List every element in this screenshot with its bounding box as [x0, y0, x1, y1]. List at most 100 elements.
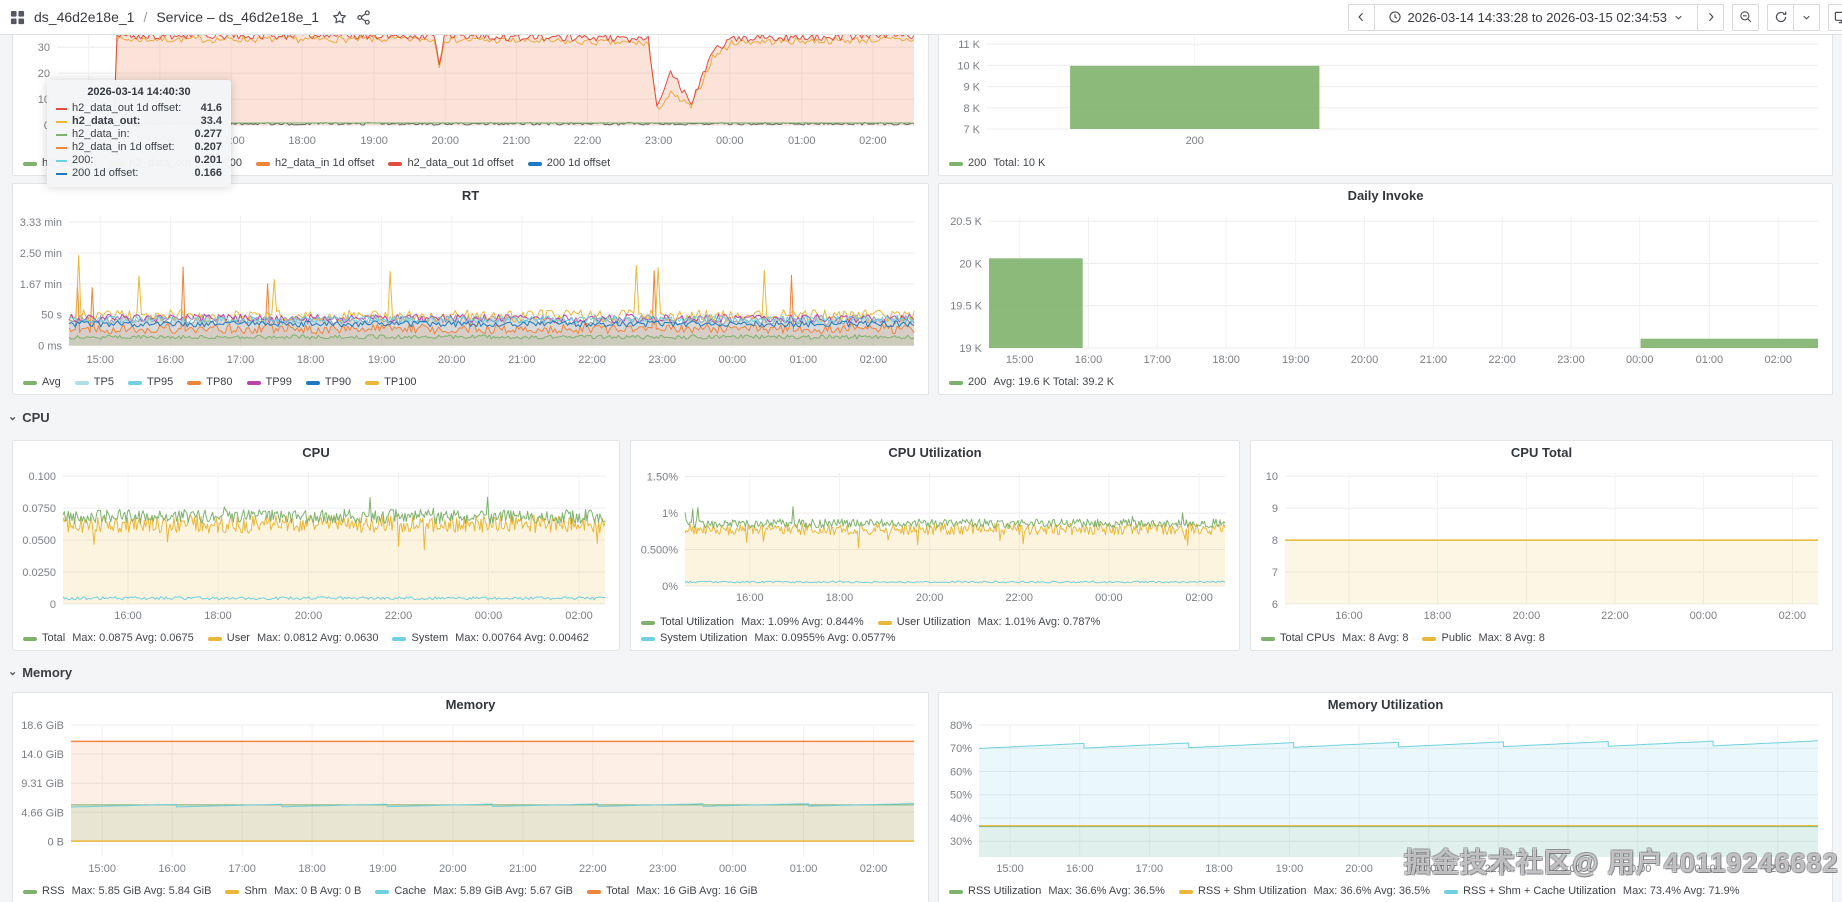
- svg-text:40%: 40%: [950, 813, 972, 825]
- legend-item[interactable]: TP90: [305, 375, 351, 390]
- svg-text:10: 10: [1266, 471, 1278, 483]
- kiosk-mode-button[interactable]: [1828, 3, 1842, 31]
- legend-item[interactable]: Avg: [23, 375, 61, 390]
- memory-utilization-chart[interactable]: 30% 40% 50% 60% 70% 80% 15:00 16:00 17:00 18:00 19…: [943, 717, 1828, 877]
- time-shift-forward-button[interactable]: [1697, 3, 1724, 31]
- svg-text:4.66 GiB: 4.66 GiB: [21, 807, 64, 819]
- svg-text:20:00: 20:00: [1345, 863, 1373, 875]
- legend-item[interactable]: h2_data_out 1d offset: [388, 156, 514, 171]
- legend-color-marker: [388, 161, 403, 166]
- status-200-bar-chart[interactable]: 7 K 8 K 9 K 10 K 11 K 200: [943, 35, 1828, 149]
- svg-text:20:00: 20:00: [916, 592, 944, 604]
- legend-color-marker: [1178, 889, 1193, 894]
- time-shift-back-button[interactable]: [1347, 3, 1375, 31]
- daily-invoke-chart[interactable]: 19 K 19.5 K 20 K 20.5 K 15:00 16:00 17:00 18:00…: [943, 208, 1828, 368]
- legend-item[interactable]: User Max: 0.0812 Avg: 0.0630: [207, 631, 378, 646]
- panel-title[interactable]: Memory: [445, 697, 496, 712]
- refresh-button[interactable]: [1767, 3, 1794, 31]
- legend-item[interactable]: TP100: [365, 375, 417, 390]
- memory-chart[interactable]: 0 B 4.66 GiB 9.31 GiB 14.0 GiB 18.6 GiB 15:00…: [17, 717, 924, 877]
- legend-item[interactable]: TP80: [187, 375, 233, 390]
- svg-text:21:00: 21:00: [1420, 354, 1448, 366]
- legend-stats: Max: 1.09% Avg: 0.844%: [740, 616, 864, 628]
- legend-stats: Max: 0.0955% Avg: 0.0577%: [754, 632, 896, 644]
- section-label: Memory: [22, 664, 73, 680]
- legend-label: 200: [968, 157, 987, 169]
- cpu-chart[interactable]: 0 0.0250 0.0500 0.0750 0.100 16:00 18:00 20:00 2…: [17, 465, 615, 624]
- svg-text:16:00: 16:00: [114, 610, 142, 622]
- panel-title[interactable]: CPU Utilization: [888, 445, 982, 460]
- legend-item[interactable]: 200 Total: 10 K: [949, 156, 1045, 171]
- legend-item[interactable]: RSS Max: 5.85 GiB Avg: 5.84 GiB: [23, 884, 211, 899]
- legend-item[interactable]: Total Utilization Max: 1.09% Avg: 0.844%: [641, 615, 864, 630]
- zoom-out-button[interactable]: [1732, 3, 1759, 31]
- legend-item[interactable]: RSS Utilization Max: 36.6% Avg: 36.5%: [949, 884, 1165, 899]
- svg-text:22:00: 22:00: [385, 610, 413, 622]
- rt-chart[interactable]: 0 ms 50 s 1.67 min 2.50 min 3.33 min 15:00 16:…: [17, 208, 924, 368]
- legend-color-marker: [23, 636, 37, 641]
- legend-stats: Max: 8 Avg: 8: [1342, 632, 1409, 644]
- legend-color-marker: [949, 161, 963, 166]
- legend-item[interactable]: RSS + Shm Utilization Max: 36.6% Avg: 36.…: [1178, 884, 1430, 899]
- svg-text:10: 10: [38, 94, 50, 106]
- svg-text:21:00: 21:00: [503, 135, 531, 147]
- legend-label: System: [411, 632, 449, 644]
- legend-item[interactable]: Total Max: 0.0875 Avg: 0.0675: [23, 631, 194, 646]
- h2-data-chart[interactable]: 010203015:0016:0017:0018:0019:0020:0021:…: [17, 35, 924, 149]
- panel-title[interactable]: Daily Invoke: [1347, 188, 1424, 203]
- cpu-total-chart[interactable]: 6 7 8 9 10 16:00 18:00 20:00 22:00 00:00 02:00: [1255, 465, 1828, 624]
- legend-item[interactable]: User Utilization Max: 1.01% Avg: 0.787%: [877, 615, 1100, 630]
- legend-label: TP5: [93, 376, 114, 388]
- panel-title[interactable]: CPU Total: [1510, 445, 1573, 460]
- time-range-picker[interactable]: 2026-03-14 14:33:28 to 2026-03-15 02:34:…: [1373, 3, 1698, 31]
- panel-title[interactable]: CPU: [302, 445, 330, 460]
- legend-item[interactable]: 200 1d offset: [527, 156, 610, 171]
- panel-title[interactable]: Memory Utilization: [1327, 697, 1444, 712]
- legend-label: Total Utilization: [660, 616, 734, 628]
- star-icon[interactable]: [332, 10, 347, 25]
- svg-text:80%: 80%: [950, 720, 972, 732]
- legend: 200 Avg: 19.6 K Total: 39.2 K: [949, 375, 1826, 390]
- dashboards-grid-icon[interactable]: [10, 10, 25, 25]
- legend-item[interactable]: Shm Max: 0 B Avg: 0 B: [225, 884, 361, 899]
- section-toggle-memory[interactable]: ⌄ Memory: [8, 660, 72, 684]
- legend-item[interactable]: h2_data_in 1d offset: [255, 156, 374, 171]
- legend-item[interactable]: System Max: 0.00764 Avg: 0.00462: [392, 631, 589, 646]
- legend-item[interactable]: TP95: [127, 375, 173, 390]
- panel-title[interactable]: RT: [461, 188, 480, 203]
- legend-item[interactable]: 200 Avg: 19.6 K Total: 39.2 K: [949, 375, 1114, 390]
- breadcrumb-page[interactable]: Service – ds_46d2e18e_1: [156, 9, 320, 25]
- svg-text:01:00: 01:00: [790, 354, 818, 366]
- section-toggle-cpu[interactable]: ⌄ CPU: [8, 405, 50, 429]
- tooltip-row: 200: 0.201: [56, 154, 222, 167]
- legend-item[interactable]: RSS + Shm + Cache Utilization Max: 73.4% …: [1444, 884, 1740, 899]
- legend-item[interactable]: Cache Max: 5.89 GiB Avg: 5.67 GiB: [375, 884, 573, 899]
- caret-down-icon: [1803, 15, 1810, 20]
- cpu-utilization-chart[interactable]: 0% 0.500% 1% 1.50% 16:00 18:00 20:00 22:00 00:00…: [635, 465, 1235, 606]
- legend-item[interactable]: TP5: [74, 375, 114, 390]
- legend-color-marker: [23, 889, 37, 894]
- svg-text:8 K: 8 K: [963, 103, 980, 115]
- legend-item[interactable]: TP99: [246, 375, 292, 390]
- legend-item[interactable]: Total CPUs Max: 8 Avg: 8: [1261, 631, 1408, 646]
- legend-item[interactable]: Public Max: 8 Avg: 8: [1422, 631, 1545, 646]
- dashboard-canvas: 0 10 20 30 15:00 16:00 17:00 18:00 19:00 20:00 21:…: [0, 35, 1842, 902]
- legend-stats: Max: 0.0875 Avg: 0.0675: [72, 632, 194, 644]
- breadcrumb-separator: /: [143, 9, 148, 25]
- svg-text:20:00: 20:00: [1513, 610, 1541, 622]
- svg-text:0.0500: 0.0500: [22, 535, 56, 547]
- legend-color-marker: [392, 636, 407, 641]
- legend-item[interactable]: Total Max: 16 GiB Avg: 16 GiB: [586, 884, 758, 899]
- breadcrumb-dashboard[interactable]: ds_46d2e18e_1: [34, 9, 135, 25]
- svg-text:21:00: 21:00: [1415, 863, 1443, 875]
- share-icon[interactable]: [356, 9, 371, 25]
- svg-text:30%: 30%: [950, 836, 972, 848]
- legend-item[interactable]: System Utilization Max: 0.0955% Avg: 0.05…: [641, 631, 895, 646]
- legend-stats: Max: 73.4% Avg: 71.9%: [1622, 885, 1740, 897]
- svg-text:0.500%: 0.500%: [641, 545, 679, 557]
- legend-color-marker: [375, 889, 390, 894]
- tooltip-series-label: h2_data_in:: [72, 128, 130, 140]
- refresh-interval-dropdown[interactable]: [1793, 3, 1820, 31]
- legend-color-marker: [1261, 636, 1275, 641]
- legend-label: Total: [42, 632, 66, 644]
